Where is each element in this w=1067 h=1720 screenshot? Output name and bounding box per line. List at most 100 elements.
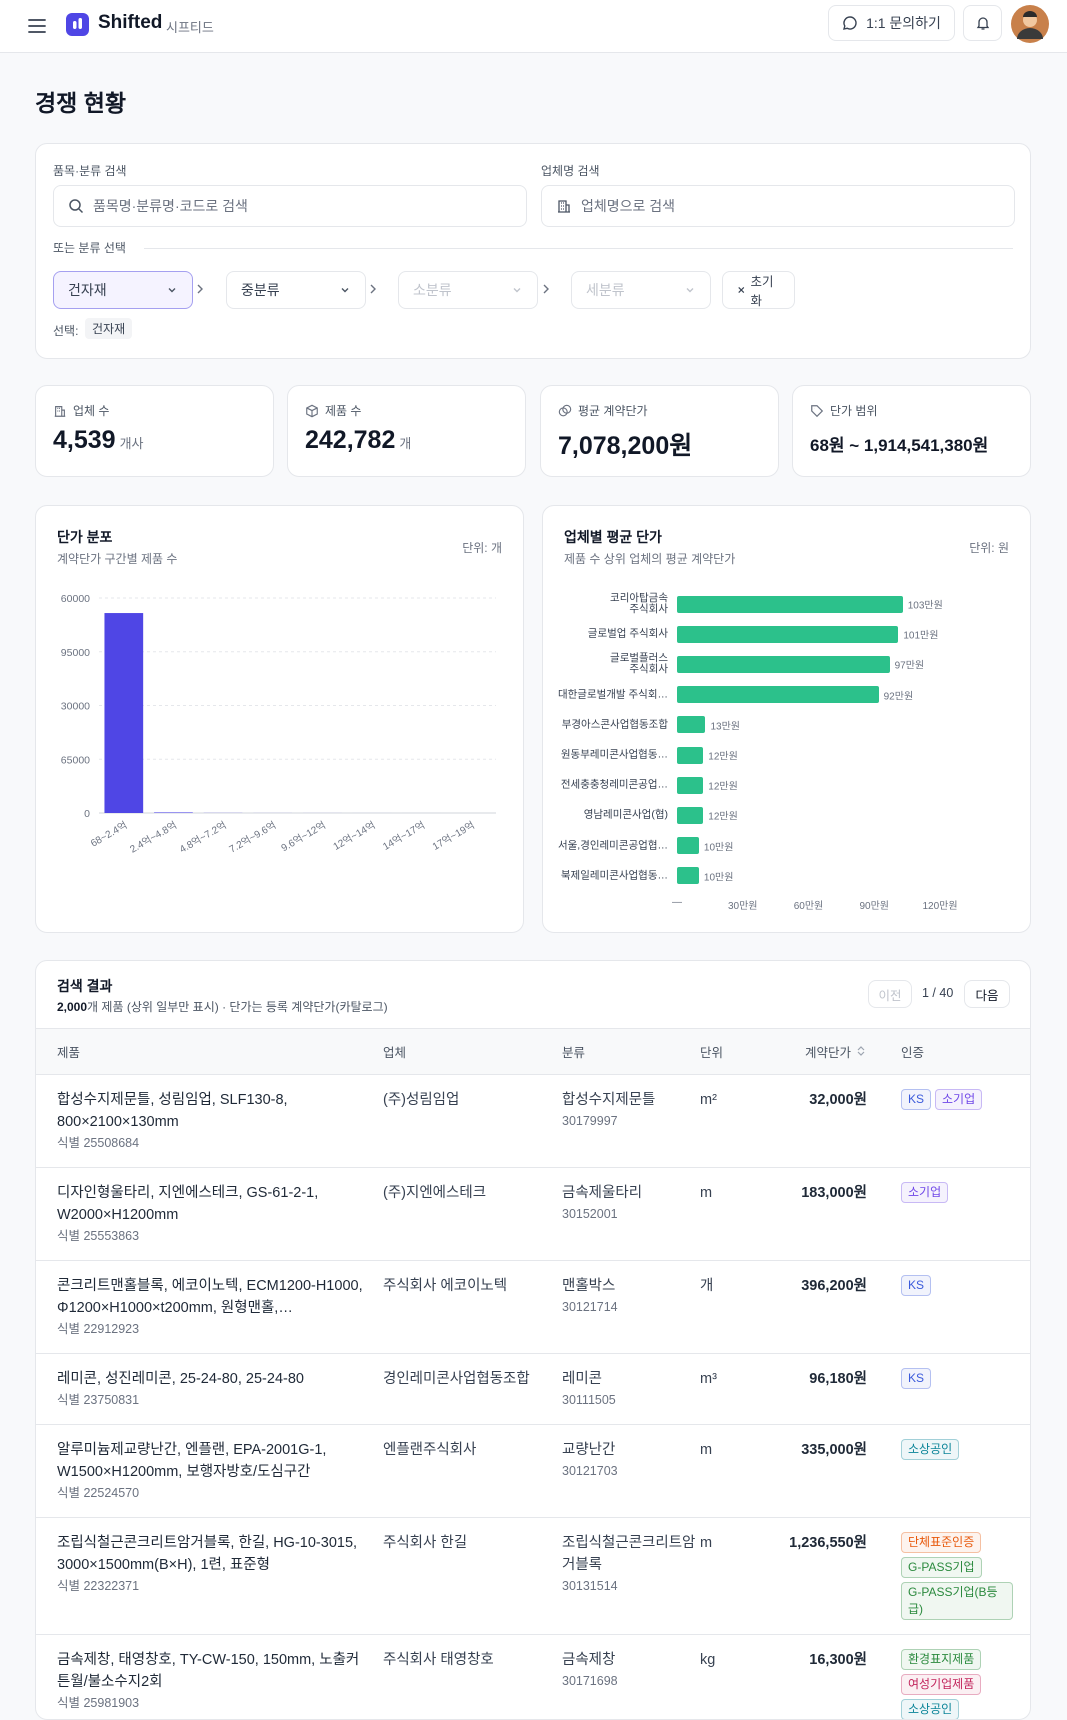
product-id: 식별 22322371 (57, 1576, 369, 1596)
chevron-right (193, 282, 207, 296)
vendor-cell: 주식회사 한길 (383, 1532, 562, 1620)
bell-icon (975, 15, 991, 31)
stat-unit: 개 (399, 436, 411, 451)
box-icon (305, 404, 319, 418)
product-search-placeholder: 품목명·분류명·코드로 검색 (93, 196, 248, 216)
product-cell: 콘크리트맨홀블록, 에코이노텍, ECM1200-H1000, Φ1200×H1… (57, 1275, 383, 1339)
bar (677, 596, 903, 613)
selected-chip: 건자재 (85, 318, 132, 339)
product-cell: 디자인형울타리, 지엔에스테크, GS-61-2-1, W2000×H1200m… (57, 1182, 383, 1246)
inquiry-button[interactable]: 1:1 문의하기 (828, 5, 955, 41)
results-card: 검색 결과 2,000개 제품 (상위 일부만 표시) · 단가는 등록 계약단… (35, 960, 1031, 1720)
category-name: 합성수지제문틀 (562, 1089, 696, 1111)
bar (677, 807, 703, 824)
vendor-cell: (주)성림임업 (383, 1089, 562, 1153)
prev-button[interactable]: 이전 (868, 980, 912, 1008)
chevron-right (539, 282, 553, 296)
stat-value: 68원 ~ 1,914,541,380원 (810, 431, 988, 456)
chevron-right (366, 282, 380, 296)
product-name: 레미콘, 성진레미콘, 25-24-80, 25-24-80 (57, 1368, 369, 1390)
product-search-input[interactable]: 품목명·분류명·코드로 검색 (53, 185, 527, 227)
vendor-search-label: 업체명 검색 (541, 162, 600, 179)
category-select[interactable]: 중분류 (226, 271, 366, 309)
cert-badge: KS (901, 1089, 931, 1110)
product-cell: 조립식철근콘크리트암거블록, 한길, HG-10-3015, 3000×1500… (57, 1532, 383, 1620)
product-name: 디자인형울타리, 지엔에스테크, GS-61-2-1, W2000×H1200m… (57, 1182, 369, 1226)
cert-badge: KS (901, 1368, 931, 1389)
category-select[interactable]: 소분류 (398, 271, 538, 309)
bar (154, 812, 193, 813)
menu-icon[interactable] (27, 16, 47, 36)
column-header: 계약단가 (764, 1042, 867, 1061)
y-tick-label: 0 (84, 808, 90, 820)
brand[interactable]: Shifted (98, 12, 162, 34)
x-tick-label: 2.4억~4.8억 (128, 819, 179, 855)
value-label: 10만원 (704, 838, 734, 853)
x-tick-label: 120만원 (922, 897, 957, 912)
category-label: 전세충충청레미콘공업… (543, 780, 668, 791)
category-code: 30121703 (562, 1461, 696, 1481)
chart-title: 업체별 평균 단가 (564, 527, 662, 547)
vendor-search-placeholder: 업체명으로 검색 (581, 196, 675, 216)
vendor-cell: 엔플랜주식회사 (383, 1439, 562, 1503)
category-select[interactable]: 건자재 (53, 271, 193, 309)
search-card: 품목·분류 검색 품목명·분류명·코드로 검색 업체명 검색 업체명으로 검색 … (35, 143, 1031, 359)
column-label: 제품 (57, 1046, 80, 1060)
unit-cell: m (700, 1532, 764, 1620)
unit-cell: m (700, 1439, 764, 1503)
coins-icon (558, 404, 572, 418)
count-suffix: 개 제품 (상위 일부만 표시) · 단가는 등록 계약단가(카탈로그) (87, 1000, 388, 1014)
value-label: 12만원 (708, 778, 738, 793)
product-name: 조립식철근콘크리트암거블록, 한길, HG-10-3015, 3000×1500… (57, 1532, 369, 1576)
category-label: 서울,경인레미콘공업협… (543, 840, 668, 851)
x-tick-label: — (672, 897, 682, 908)
cert-badge: 소상공인 (901, 1439, 959, 1460)
reset-button[interactable]: 초기화 (722, 271, 795, 309)
chevron-down (166, 284, 178, 296)
sort-icon[interactable] (855, 1045, 867, 1057)
vendor-cell: 경인레미콘사업협동조합 (383, 1368, 562, 1410)
category-label: 또는 분류 선택 (53, 239, 126, 256)
next-label: 다음 (975, 985, 998, 1004)
brand-sub: 시프티드 (166, 17, 214, 36)
vendor-search-input[interactable]: 업체명으로 검색 (541, 185, 1015, 227)
stat-label-text: 제품 수 (325, 402, 361, 419)
x-tick-label: 12억~14억 (331, 819, 377, 853)
category-select[interactable]: 세분류 (571, 271, 711, 309)
notification-button[interactable] (963, 5, 1002, 41)
chevron-down (339, 284, 351, 296)
logo-icon[interactable] (66, 13, 89, 36)
category-name: 금속제창 (562, 1649, 696, 1671)
unit-cell: 개 (700, 1275, 764, 1339)
select-label: 소분류 (413, 280, 452, 300)
price-cell: 396,200원 (764, 1275, 867, 1339)
avatar[interactable] (1011, 5, 1049, 43)
unit-cell: m² (700, 1089, 764, 1153)
category-label: 대한글로벌개발 주식회… (543, 689, 668, 700)
product-name: 알루미늄제교량난간, 엔플랜, EPA-2001G-1, W1500×H1200… (57, 1439, 369, 1483)
cert-badge: 여성기업제품 (901, 1674, 981, 1695)
price-cell: 335,000원 (764, 1439, 867, 1503)
value-label: 92만원 (884, 687, 914, 702)
value-label: 12만원 (708, 808, 738, 823)
chart-subtitle: 제품 수 상위 업체의 평균 계약단가 (564, 550, 735, 567)
category-code: 30171698 (562, 1671, 696, 1691)
cert-cell: 소상공인 (867, 1439, 1013, 1503)
next-button[interactable]: 다음 (964, 980, 1010, 1008)
category-label: 원동부레미콘사업협동… (543, 750, 668, 761)
page-indicator: 1 / 40 (922, 986, 953, 1000)
price-cell: 16,300원 (764, 1649, 867, 1720)
select-label: 건자재 (68, 280, 107, 300)
bar (677, 716, 705, 733)
chevron-down (511, 284, 523, 296)
column-label: 계약단가 (805, 1046, 851, 1060)
y-tick-label: 65000 (61, 754, 90, 766)
